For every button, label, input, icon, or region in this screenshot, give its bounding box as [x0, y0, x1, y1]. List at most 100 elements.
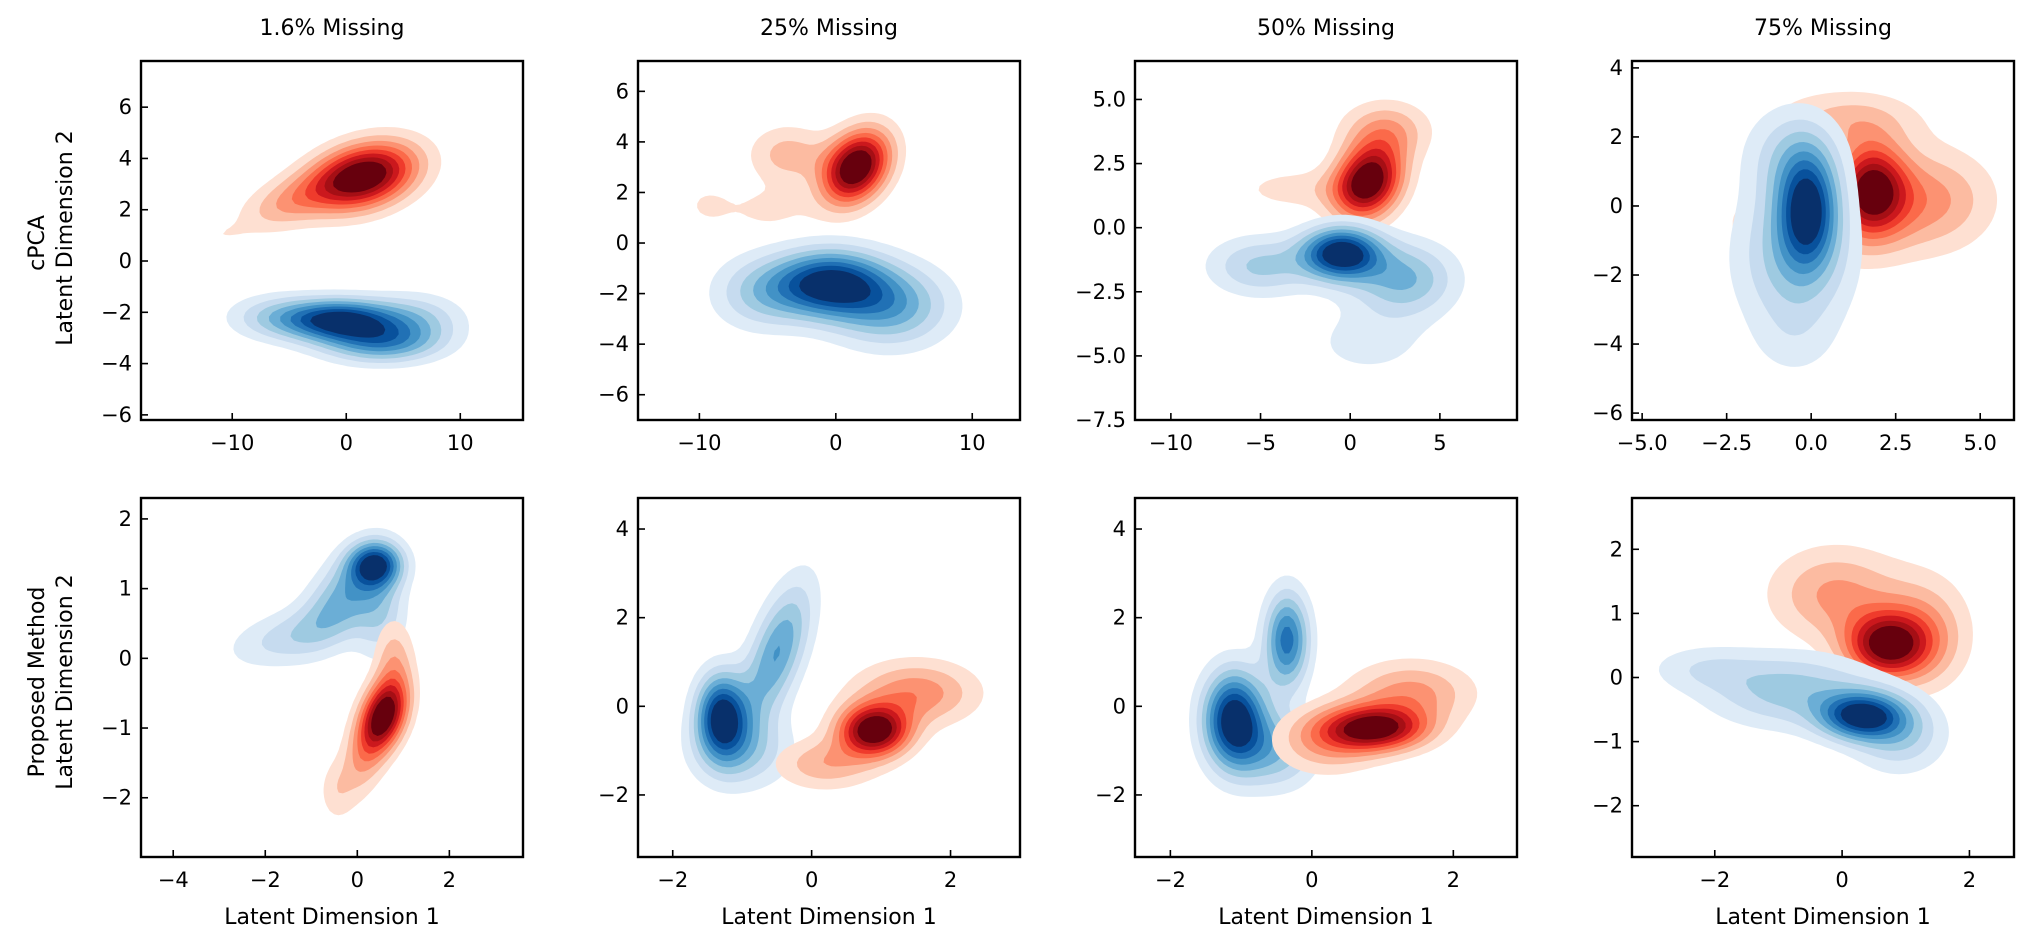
kde-series-1-reds — [223, 127, 442, 236]
kde-series-2-reds — [1272, 658, 1478, 775]
y-tick-label: −7.5 — [1075, 408, 1126, 432]
y-tick-label: 2.5 — [1093, 152, 1126, 176]
panel-r2-c3: −2 0 2 −2 0 2 4 — [1095, 496, 1519, 892]
xlabel-col-2: Latent Dimension 1 — [721, 905, 936, 930]
panel-r1-c4: −5.0 −2.5 0.0 2.5 5.0 −6 −4 −2 0 2 4 — [1592, 56, 2016, 455]
contour-level-8 — [799, 270, 871, 303]
y-tick-label: 0 — [1610, 194, 1623, 218]
contour-level-8 — [1790, 178, 1822, 245]
kde-series-2-blues — [1729, 103, 1863, 367]
kde-series-1-reds — [1258, 99, 1432, 237]
x-tick-label: −2 — [1155, 868, 1186, 892]
panel-r2-c1: −4 −2 0 2 −2 −1 0 1 2 — [101, 496, 525, 892]
y-tick-label: 4 — [616, 517, 629, 541]
kde-series-1-reds — [697, 112, 907, 223]
y-tick-label: 2 — [616, 180, 629, 204]
x-tick-label: 10 — [447, 431, 474, 455]
y-tick-label: 1 — [1610, 601, 1623, 625]
x-tick-label: 0 — [340, 431, 353, 455]
y-tick-label: 0 — [1113, 694, 1126, 718]
x-tick-label: −4 — [158, 868, 189, 892]
y-tick-label: −2 — [598, 282, 629, 306]
axes-frame — [636, 59, 1022, 422]
y-tick-label: 0 — [119, 646, 132, 670]
y-tick-label: 4 — [119, 146, 132, 170]
kde-series-2-blues — [226, 289, 469, 369]
contour-level-8 — [857, 716, 893, 743]
y-tick-label: 0.0 — [1093, 216, 1126, 240]
contour-level-8 — [1322, 241, 1364, 267]
contour-level-8 — [1855, 170, 1894, 215]
contour-level-8 — [1343, 716, 1399, 740]
x-tick-label: 2 — [443, 868, 456, 892]
x-tick-label: 0.0 — [1794, 431, 1827, 455]
kde-series-1-blues — [233, 527, 416, 667]
panel-r1-c2: −10 0 10 −6 −4 −2 0 2 4 6 — [598, 59, 1022, 455]
y-tick-label: 6 — [616, 79, 629, 103]
y-tick-label: 2 — [1610, 125, 1623, 149]
y-tick-label: −6 — [598, 383, 629, 407]
panel-r1-c1: −10 0 10 −6 −4 −2 0 2 4 6 — [101, 59, 525, 455]
contour-level-8 — [1840, 703, 1887, 729]
x-tick-label: −2 — [1699, 868, 1730, 892]
panel-r1-c3: −10 −5 0 5 −7.5 −5.0 −2.5 0.0 2.5 5.0 — [1075, 59, 1519, 455]
contour-area — [1205, 99, 1465, 365]
kde-series-1-reds — [1767, 544, 1973, 698]
y-tick-label: −4 — [598, 332, 629, 356]
y-tick-label: 1 — [119, 577, 132, 601]
y-tick-label: 0 — [1610, 666, 1623, 690]
axes-frame — [636, 496, 1022, 859]
y-tick-label: 4 — [1610, 56, 1623, 80]
axes-frame — [1133, 496, 1519, 859]
y-tick-label: 4 — [616, 130, 629, 154]
xlabel-col-3: Latent Dimension 1 — [1218, 905, 1433, 930]
contour-level-8 — [359, 555, 387, 581]
row-ylabel-bottom: Latent Dimension 2 — [53, 574, 78, 789]
kde-series-2-reds — [323, 621, 420, 816]
y-tick-label: 2 — [1113, 606, 1126, 630]
y-tick-label: −4 — [101, 352, 132, 376]
axes-frame — [139, 496, 525, 859]
x-tick-label: 0 — [351, 868, 364, 892]
y-tick-label: 0 — [119, 249, 132, 273]
y-tick-label: −4 — [1592, 332, 1623, 356]
contour-level-8 — [839, 150, 872, 185]
contour-area — [1658, 544, 1973, 775]
xlabel-col-4: Latent Dimension 1 — [1715, 905, 1930, 930]
x-tick-label: −2.5 — [1701, 431, 1752, 455]
contour-level-8 — [310, 311, 386, 338]
x-tick-label: −10 — [210, 431, 254, 455]
row-ylabel-top: Latent Dimension 2 — [53, 130, 78, 345]
y-tick-label: −1 — [1592, 730, 1623, 754]
y-tick-label: 2 — [119, 507, 132, 531]
contour-area — [697, 112, 963, 356]
x-tick-label: 2 — [1447, 868, 1460, 892]
y-tick-label: 0 — [616, 231, 629, 255]
x-tick-label: −2 — [250, 868, 281, 892]
axes-frame — [139, 59, 525, 422]
x-tick-label: 0 — [805, 868, 818, 892]
axes-frame — [1630, 59, 2016, 422]
x-tick-label: 2 — [1963, 868, 1976, 892]
col-title-1: 1.6% Missing — [260, 16, 405, 41]
contour-level-8 — [371, 696, 395, 736]
x-tick-label: −5.0 — [1617, 431, 1668, 455]
contour-level-8 — [1351, 162, 1384, 199]
x-tick-label: −5 — [1245, 431, 1276, 455]
kde-series-2-blues — [1205, 214, 1465, 365]
y-tick-label: 2 — [1610, 537, 1623, 561]
y-tick-label: 4 — [1113, 517, 1126, 541]
row-label-proposed: Proposed Method — [25, 587, 50, 778]
y-tick-label: 5.0 — [1093, 87, 1126, 111]
y-tick-label: 0 — [616, 694, 629, 718]
col-title-4: 75% Missing — [1754, 16, 1892, 41]
y-tick-label: −2 — [101, 300, 132, 324]
x-tick-label: 0 — [1835, 868, 1848, 892]
row-label-cpca: cPCA — [25, 215, 50, 271]
contour-area — [1189, 575, 1478, 797]
contour-area — [223, 127, 469, 369]
col-title-2: 25% Missing — [760, 16, 898, 41]
panel-r2-c4: −2 0 2 −2 −1 0 1 2 — [1592, 496, 2016, 892]
y-tick-label: −2 — [598, 783, 629, 807]
x-tick-label: 2.5 — [1879, 431, 1912, 455]
